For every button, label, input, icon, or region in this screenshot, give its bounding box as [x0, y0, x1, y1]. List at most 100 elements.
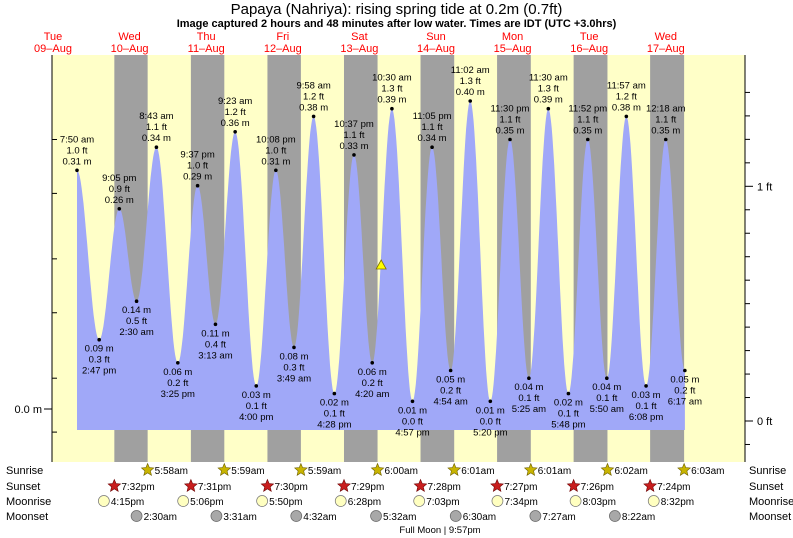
tide-label: 0.2 ft: [440, 386, 461, 397]
tide-label: 11:57 am: [607, 80, 646, 91]
sunset-icon: [183, 478, 198, 492]
day-name: Mon: [502, 31, 523, 43]
tide-label: 0.1 ft: [518, 393, 539, 404]
tide-point: [254, 384, 259, 388]
tide-label: 4:20 am: [355, 389, 389, 400]
tide-label: 0.06 m: [358, 367, 387, 378]
tide-label: 0.38 m: [612, 102, 641, 113]
tide-label: 0.11 m: [201, 328, 229, 339]
row-label-left: Sunrise: [6, 465, 43, 477]
tide-label: 1.0 ft: [187, 161, 208, 172]
tide-label: 4:57 pm: [395, 427, 429, 438]
tide-label: 1.2 ft: [616, 91, 637, 102]
day-date: 12–Aug: [264, 43, 302, 55]
tide-label: 0.34 m: [418, 133, 447, 144]
sunset-time: 7:28pm: [428, 482, 461, 493]
moonset-time: 7:27am: [542, 512, 575, 523]
day-date: 17–Aug: [647, 43, 685, 55]
moonrise-icon: [256, 495, 268, 507]
moonset-time: 8:22am: [622, 512, 655, 523]
moonrise-icon: [491, 495, 504, 507]
day-headers: Tue09–AugWed10–AugThu11–AugFri12–AugSat1…: [34, 31, 685, 55]
tide-point: [605, 376, 609, 381]
sunrise-time: 6:00am: [385, 466, 418, 477]
tide-point: [97, 337, 101, 342]
row-label-left: Moonrise: [6, 496, 51, 508]
moonrise-icon: [177, 495, 190, 507]
tide-point: [585, 137, 590, 142]
tide-label: 10:08 pm: [256, 134, 296, 145]
tide-label: 0.2 ft: [167, 378, 188, 389]
tide-label: 1.0 ft: [265, 145, 286, 156]
tide-label: 0.39 m: [377, 95, 406, 106]
tide-label: 0.0 ft: [480, 416, 501, 427]
tide-point: [410, 399, 415, 404]
sunset-time: 7:30pm: [274, 482, 307, 493]
sunrise-time: 5:59am: [308, 466, 341, 477]
day-name: Sun: [426, 31, 446, 43]
tide-label: 10:30 am: [372, 73, 412, 84]
sunrise-time: 6:01am: [538, 466, 571, 477]
sunset-icon: [566, 478, 581, 492]
sunset-time: 7:24pm: [657, 482, 690, 493]
tide-label: 1.3 ft: [538, 84, 559, 95]
tide-label: 0.40 m: [456, 87, 485, 98]
tide-point: [508, 137, 512, 142]
tide-point: [332, 391, 337, 396]
sunset-time: 7:31pm: [198, 482, 231, 493]
moonrise-time: 4:15pm: [111, 497, 144, 508]
tide-point: [624, 114, 629, 119]
row-label-right: Moonset: [749, 511, 791, 523]
tide-label: 0.26 m: [105, 195, 134, 206]
tide-label: 0.01 m: [398, 405, 427, 416]
tide-label: 0.04 m: [514, 382, 543, 393]
tide-label: 11:52 pm: [568, 104, 607, 115]
tide-label: 5:48 pm: [551, 420, 585, 431]
tide-label: 8:43 am: [139, 111, 173, 122]
tide-label: 0.35 m: [495, 126, 524, 137]
tide-label: 11:02 am: [451, 65, 490, 76]
tide-point: [274, 168, 278, 173]
sunrise-time: 5:58am: [155, 466, 188, 477]
tide-label: 0.5 ft: [126, 316, 147, 327]
tide-point: [213, 322, 218, 327]
tide-label: 9:23 am: [218, 96, 252, 107]
tide-label: 0.2 ft: [362, 378, 383, 389]
page-subtitle: Image captured 2 hours and 48 minutes af…: [176, 18, 617, 30]
tide-label: 0.34 m: [142, 133, 171, 144]
sunset-time: 7:26pm: [581, 482, 614, 493]
moonrise-icon: [647, 495, 660, 507]
tide-label: 12:18 am: [646, 104, 686, 115]
moonset-time: 5:32am: [383, 512, 416, 523]
day-date: 15–Aug: [494, 43, 532, 55]
day-date: 13–Aug: [340, 43, 378, 55]
tide-point: [468, 99, 473, 103]
moonrise-icon: [334, 495, 347, 507]
tide-label: 0.35 m: [573, 126, 602, 137]
tide-label: 4:00 pm: [239, 412, 273, 423]
tide-label: 0.9 ft: [109, 184, 130, 195]
tide-point: [644, 384, 648, 388]
tide-label: 0.03 m: [242, 390, 271, 401]
tide-point: [488, 399, 493, 404]
tide-label: 3:13 am: [198, 350, 232, 361]
tide-label: 1.1 ft: [655, 115, 676, 126]
sunset-time: 7:32pm: [121, 482, 154, 493]
tide-label: 9:58 am: [296, 80, 330, 91]
sunrise-icon: [523, 462, 538, 476]
tide-point: [117, 207, 122, 211]
tide-label: 0.39 m: [534, 95, 563, 106]
tide-label: 0.35 m: [651, 126, 680, 137]
tide-point: [370, 361, 375, 365]
moonset-icon: [449, 510, 462, 522]
sunrise-icon: [140, 462, 155, 476]
tide-label: 0.03 m: [632, 390, 661, 401]
day-name: Tue: [580, 31, 599, 43]
tide-label: 0.31 m: [261, 156, 290, 167]
day-name: Thu: [197, 31, 216, 43]
tide-point: [311, 114, 316, 119]
tide-label: 5:50 am: [590, 404, 624, 415]
tide-point: [292, 345, 296, 350]
tide-label: 1.2 ft: [225, 107, 246, 118]
tide-label: 4:28 pm: [317, 420, 351, 431]
